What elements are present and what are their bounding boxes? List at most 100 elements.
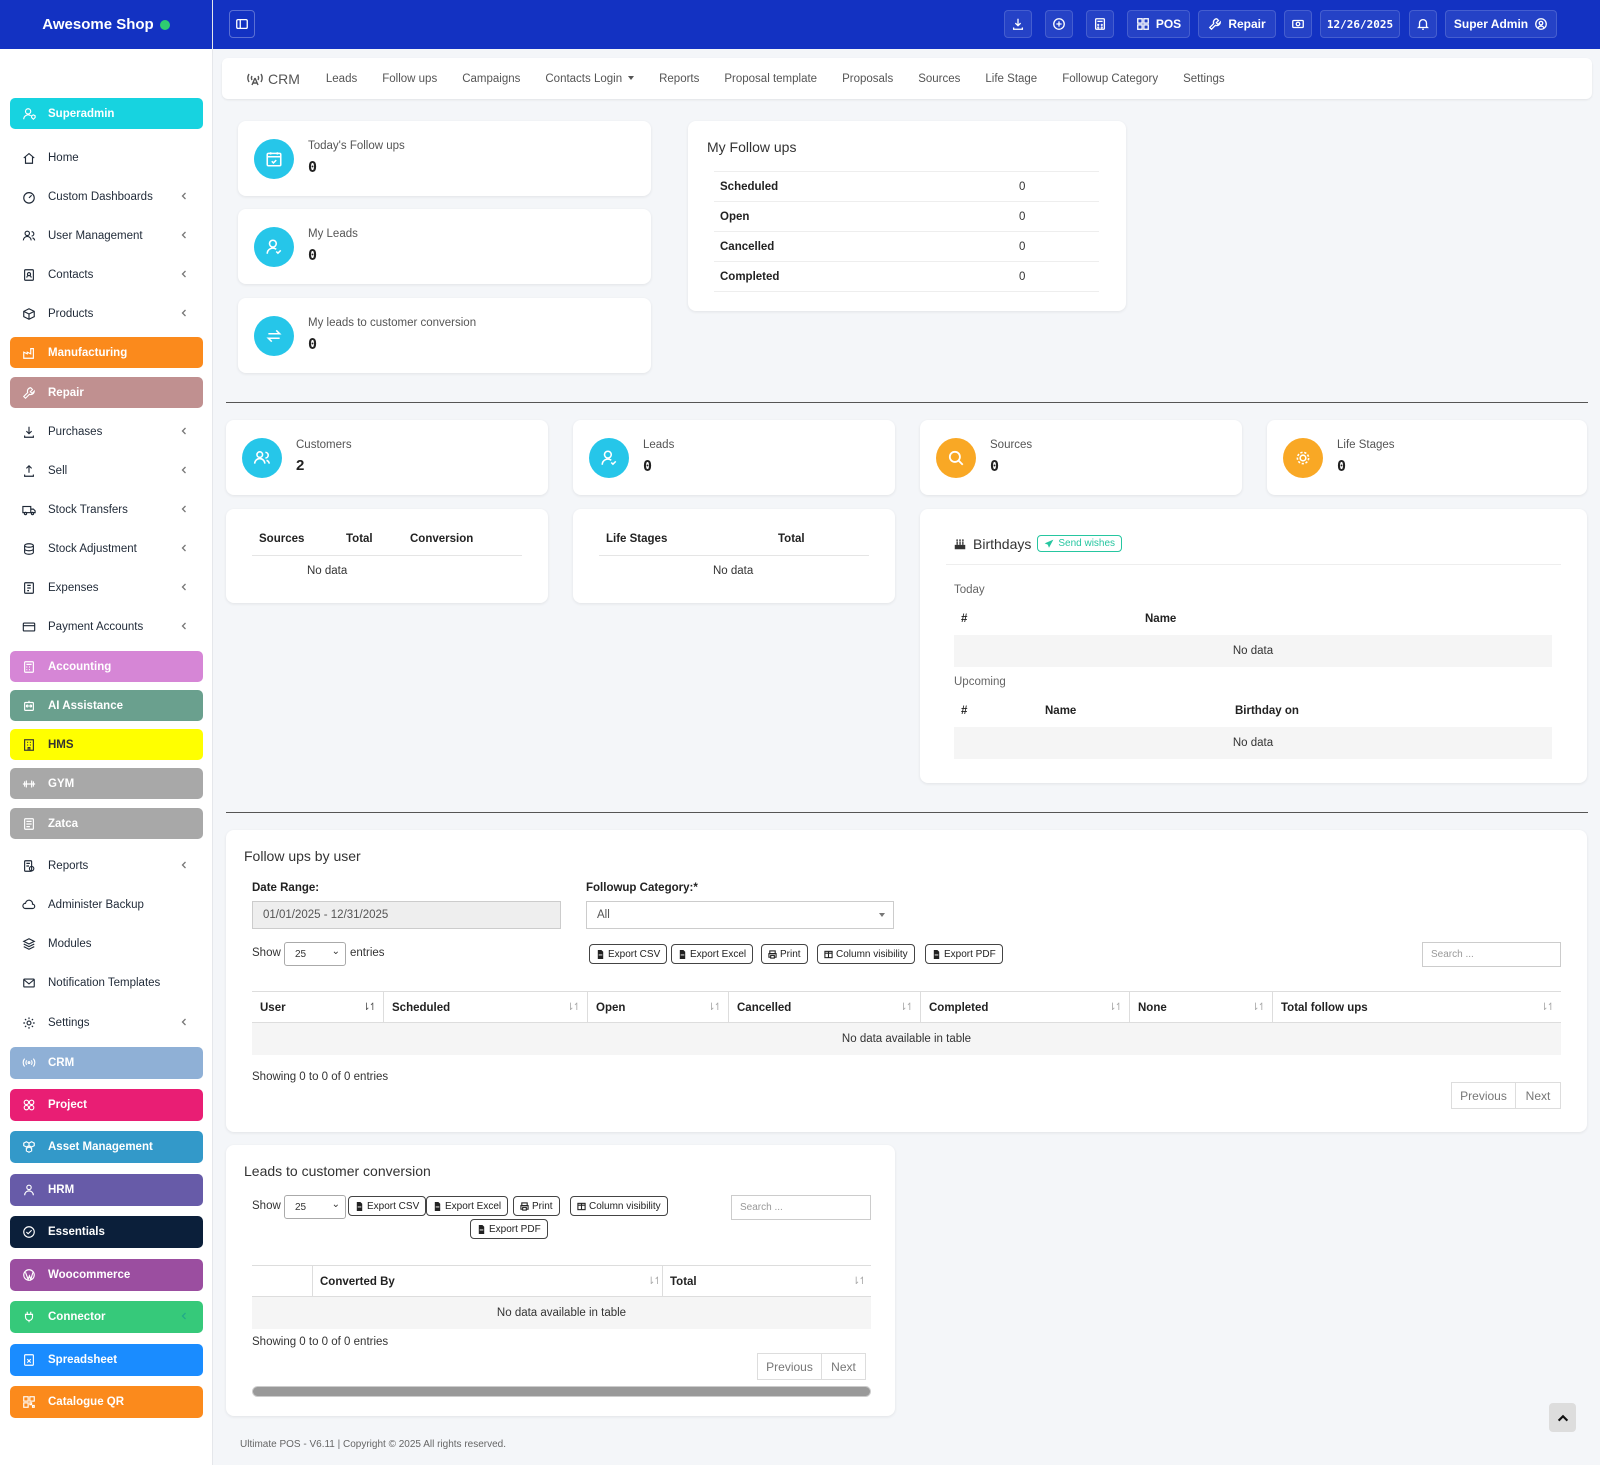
sidebar-toggle-button[interactable] bbox=[229, 10, 255, 38]
sidebar-item-project[interactable]: Project bbox=[10, 1089, 203, 1121]
sidebar-item-user-management[interactable]: User Management bbox=[10, 220, 203, 251]
sidebar-item-repair[interactable]: Repair bbox=[10, 377, 203, 408]
crm-nav-follow-ups[interactable]: Follow ups bbox=[382, 72, 438, 85]
sidebar-item-catalogue-qr[interactable]: Catalogue QR bbox=[10, 1386, 203, 1418]
column-header-cancelled[interactable]: Cancelled ⇂↿ bbox=[728, 992, 920, 1023]
crm-nav-proposal-template[interactable]: Proposal template bbox=[724, 72, 818, 85]
sidebar-item-woocommerce[interactable]: Woocommerce bbox=[10, 1259, 203, 1291]
sidebar-item-payment-accounts[interactable]: Payment Accounts bbox=[10, 611, 203, 642]
sidebar-item-zatca[interactable]: Zatca bbox=[10, 808, 203, 839]
chevron-left-icon bbox=[179, 543, 189, 553]
sidebar-item-manufacturing[interactable]: Manufacturing bbox=[10, 337, 203, 368]
search-input[interactable]: Search ... bbox=[1422, 942, 1561, 967]
add-button[interactable] bbox=[1045, 10, 1073, 38]
repair-button[interactable]: Repair bbox=[1198, 10, 1276, 38]
sidebar-item-superadmin[interactable]: Superadmin bbox=[10, 98, 203, 129]
sidebar-item-notification-templates[interactable]: Notification Templates bbox=[10, 967, 203, 998]
date-display[interactable]: 12/26/2025 bbox=[1320, 10, 1400, 38]
sidebar-item-connector[interactable]: Connector bbox=[10, 1301, 203, 1333]
sidebar-item-crm[interactable]: CRM bbox=[10, 1047, 203, 1079]
sort-desc-icon[interactable]: ⇂↿ bbox=[647, 1276, 662, 1287]
sidebar-item-spreadsheet[interactable]: Spreadsheet bbox=[10, 1344, 203, 1376]
button-label: Column visibility bbox=[589, 1200, 661, 1212]
converted-by-header[interactable]: Converted By bbox=[320, 1276, 395, 1288]
column-header-label: Total follow ups bbox=[1281, 1002, 1368, 1014]
sidebar-item-hrm[interactable]: HRM bbox=[10, 1174, 203, 1206]
previous-page-button[interactable]: Previous bbox=[757, 1353, 822, 1380]
crm-nav-followup-category[interactable]: Followup Category bbox=[1062, 72, 1159, 85]
pos-button[interactable]: POS bbox=[1127, 10, 1190, 38]
sidebar-item-sell[interactable]: Sell bbox=[10, 455, 203, 486]
sidebar-item-gym[interactable]: GYM bbox=[10, 768, 203, 799]
sidebar-item-stock-adjustment[interactable]: Stock Adjustment bbox=[10, 533, 203, 564]
caret-down-icon bbox=[879, 913, 885, 917]
sidebar-item-administer-backup[interactable]: Administer Backup bbox=[10, 889, 203, 920]
sidebar-item-expenses[interactable]: Expenses bbox=[10, 572, 203, 603]
download-button[interactable] bbox=[1004, 10, 1032, 38]
sidebar-item-purchases[interactable]: Purchases bbox=[10, 416, 203, 447]
date-range-input[interactable]: 01/01/2025 - 12/31/2025 bbox=[252, 901, 561, 929]
entries-label: entries bbox=[350, 947, 385, 959]
cash-register-button[interactable] bbox=[1284, 10, 1312, 38]
export-csv-button[interactable]: Export CSV bbox=[589, 944, 668, 964]
sidebar-item-accounting[interactable]: Accounting bbox=[10, 651, 203, 682]
export-pdf-button[interactable]: Export PDF bbox=[470, 1219, 548, 1239]
sidebar-item-modules[interactable]: Modules bbox=[10, 928, 203, 959]
sidebar-item-custom-dashboards[interactable]: Custom Dashboards bbox=[10, 181, 203, 212]
crm-nav-reports[interactable]: Reports bbox=[659, 72, 700, 85]
total-header[interactable]: Total bbox=[670, 1276, 697, 1288]
next-page-button[interactable]: Next bbox=[821, 1353, 866, 1380]
sidebar-item-label: Products bbox=[48, 307, 94, 320]
export-excel-button[interactable]: Export Excel bbox=[426, 1196, 509, 1216]
column-header-scheduled[interactable]: Scheduled ⇂↿ bbox=[383, 992, 587, 1023]
crm-nav-contacts-login[interactable]: Contacts Login bbox=[545, 73, 635, 85]
column-visibility-button[interactable]: Column visibility bbox=[570, 1196, 668, 1216]
column-visibility-button[interactable]: Column visibility bbox=[817, 944, 915, 964]
followup-category-select[interactable]: All bbox=[586, 901, 894, 929]
export-excel-button[interactable]: Export Excel bbox=[671, 944, 754, 964]
crm-nav-campaigns[interactable]: Campaigns bbox=[462, 72, 521, 85]
crm-nav-sources[interactable]: Sources bbox=[918, 72, 961, 85]
column-header-completed[interactable]: Completed ⇂↿ bbox=[920, 992, 1129, 1023]
column-header-open[interactable]: Open ⇂↿ bbox=[587, 992, 728, 1023]
brand[interactable]: Awesome Shop bbox=[0, 0, 212, 49]
column-header-total-follow-ups[interactable]: Total follow ups ⇂↿ bbox=[1272, 992, 1561, 1023]
sidebar-item-contacts[interactable]: Contacts bbox=[10, 259, 203, 290]
sidebar-item-essentials[interactable]: Essentials bbox=[10, 1216, 203, 1248]
notifications-button[interactable] bbox=[1409, 10, 1437, 38]
user-check-icon bbox=[589, 438, 629, 478]
sidebar-item-hms[interactable]: HMS bbox=[10, 729, 203, 760]
crm-nav-life-stage[interactable]: Life Stage bbox=[985, 72, 1038, 85]
next-page-button[interactable]: Next bbox=[1515, 1082, 1561, 1109]
sidebar-item-ai-assistance[interactable]: AI Assistance bbox=[10, 690, 203, 721]
previous-page-button[interactable]: Previous bbox=[1451, 1082, 1516, 1109]
export-pdf-button[interactable]: Export PDF bbox=[925, 944, 1003, 964]
crm-brand[interactable]: CRM bbox=[246, 71, 300, 87]
print-button[interactable]: Print bbox=[513, 1196, 560, 1216]
search-input[interactable]: Search ... bbox=[731, 1195, 871, 1220]
scroll-to-top-button[interactable] bbox=[1549, 1403, 1576, 1432]
crm-nav-settings[interactable]: Settings bbox=[1183, 72, 1225, 85]
sidebar-item-settings[interactable]: Settings bbox=[10, 1007, 203, 1039]
wrench-icon bbox=[1209, 18, 1222, 31]
sidebar-item-products[interactable]: Products bbox=[10, 298, 203, 329]
project-icon bbox=[22, 1098, 36, 1112]
column-header-none[interactable]: None ⇂↿ bbox=[1129, 992, 1272, 1023]
page-size-select[interactable]: 25 ⌄ bbox=[284, 1195, 346, 1219]
crm-nav-proposals[interactable]: Proposals bbox=[842, 72, 894, 85]
sidebar-item-reports[interactable]: Reports bbox=[10, 850, 203, 881]
send-wishes-button[interactable]: Send wishes bbox=[1037, 535, 1123, 552]
sort-icon[interactable]: ⇂↿ bbox=[852, 1276, 867, 1287]
sort-icon: ⇂↿ bbox=[1251, 1002, 1266, 1013]
sidebar-item-stock-transfers[interactable]: Stock Transfers bbox=[10, 494, 203, 525]
print-button[interactable]: Print bbox=[761, 944, 808, 964]
page-size-select[interactable]: 25 ⌄ bbox=[284, 942, 346, 966]
calculator-button[interactable] bbox=[1086, 10, 1114, 38]
sidebar-item-home[interactable]: Home bbox=[10, 142, 203, 173]
horizontal-scrollbar[interactable] bbox=[252, 1386, 871, 1397]
sidebar-item-asset-management[interactable]: Asset Management bbox=[10, 1131, 203, 1163]
crm-nav-leads[interactable]: Leads bbox=[325, 72, 358, 85]
user-menu-button[interactable]: Super Admin bbox=[1445, 10, 1557, 38]
column-header-user[interactable]: User ⇂↿ bbox=[252, 992, 383, 1023]
export-csv-button[interactable]: Export CSV bbox=[348, 1196, 427, 1216]
